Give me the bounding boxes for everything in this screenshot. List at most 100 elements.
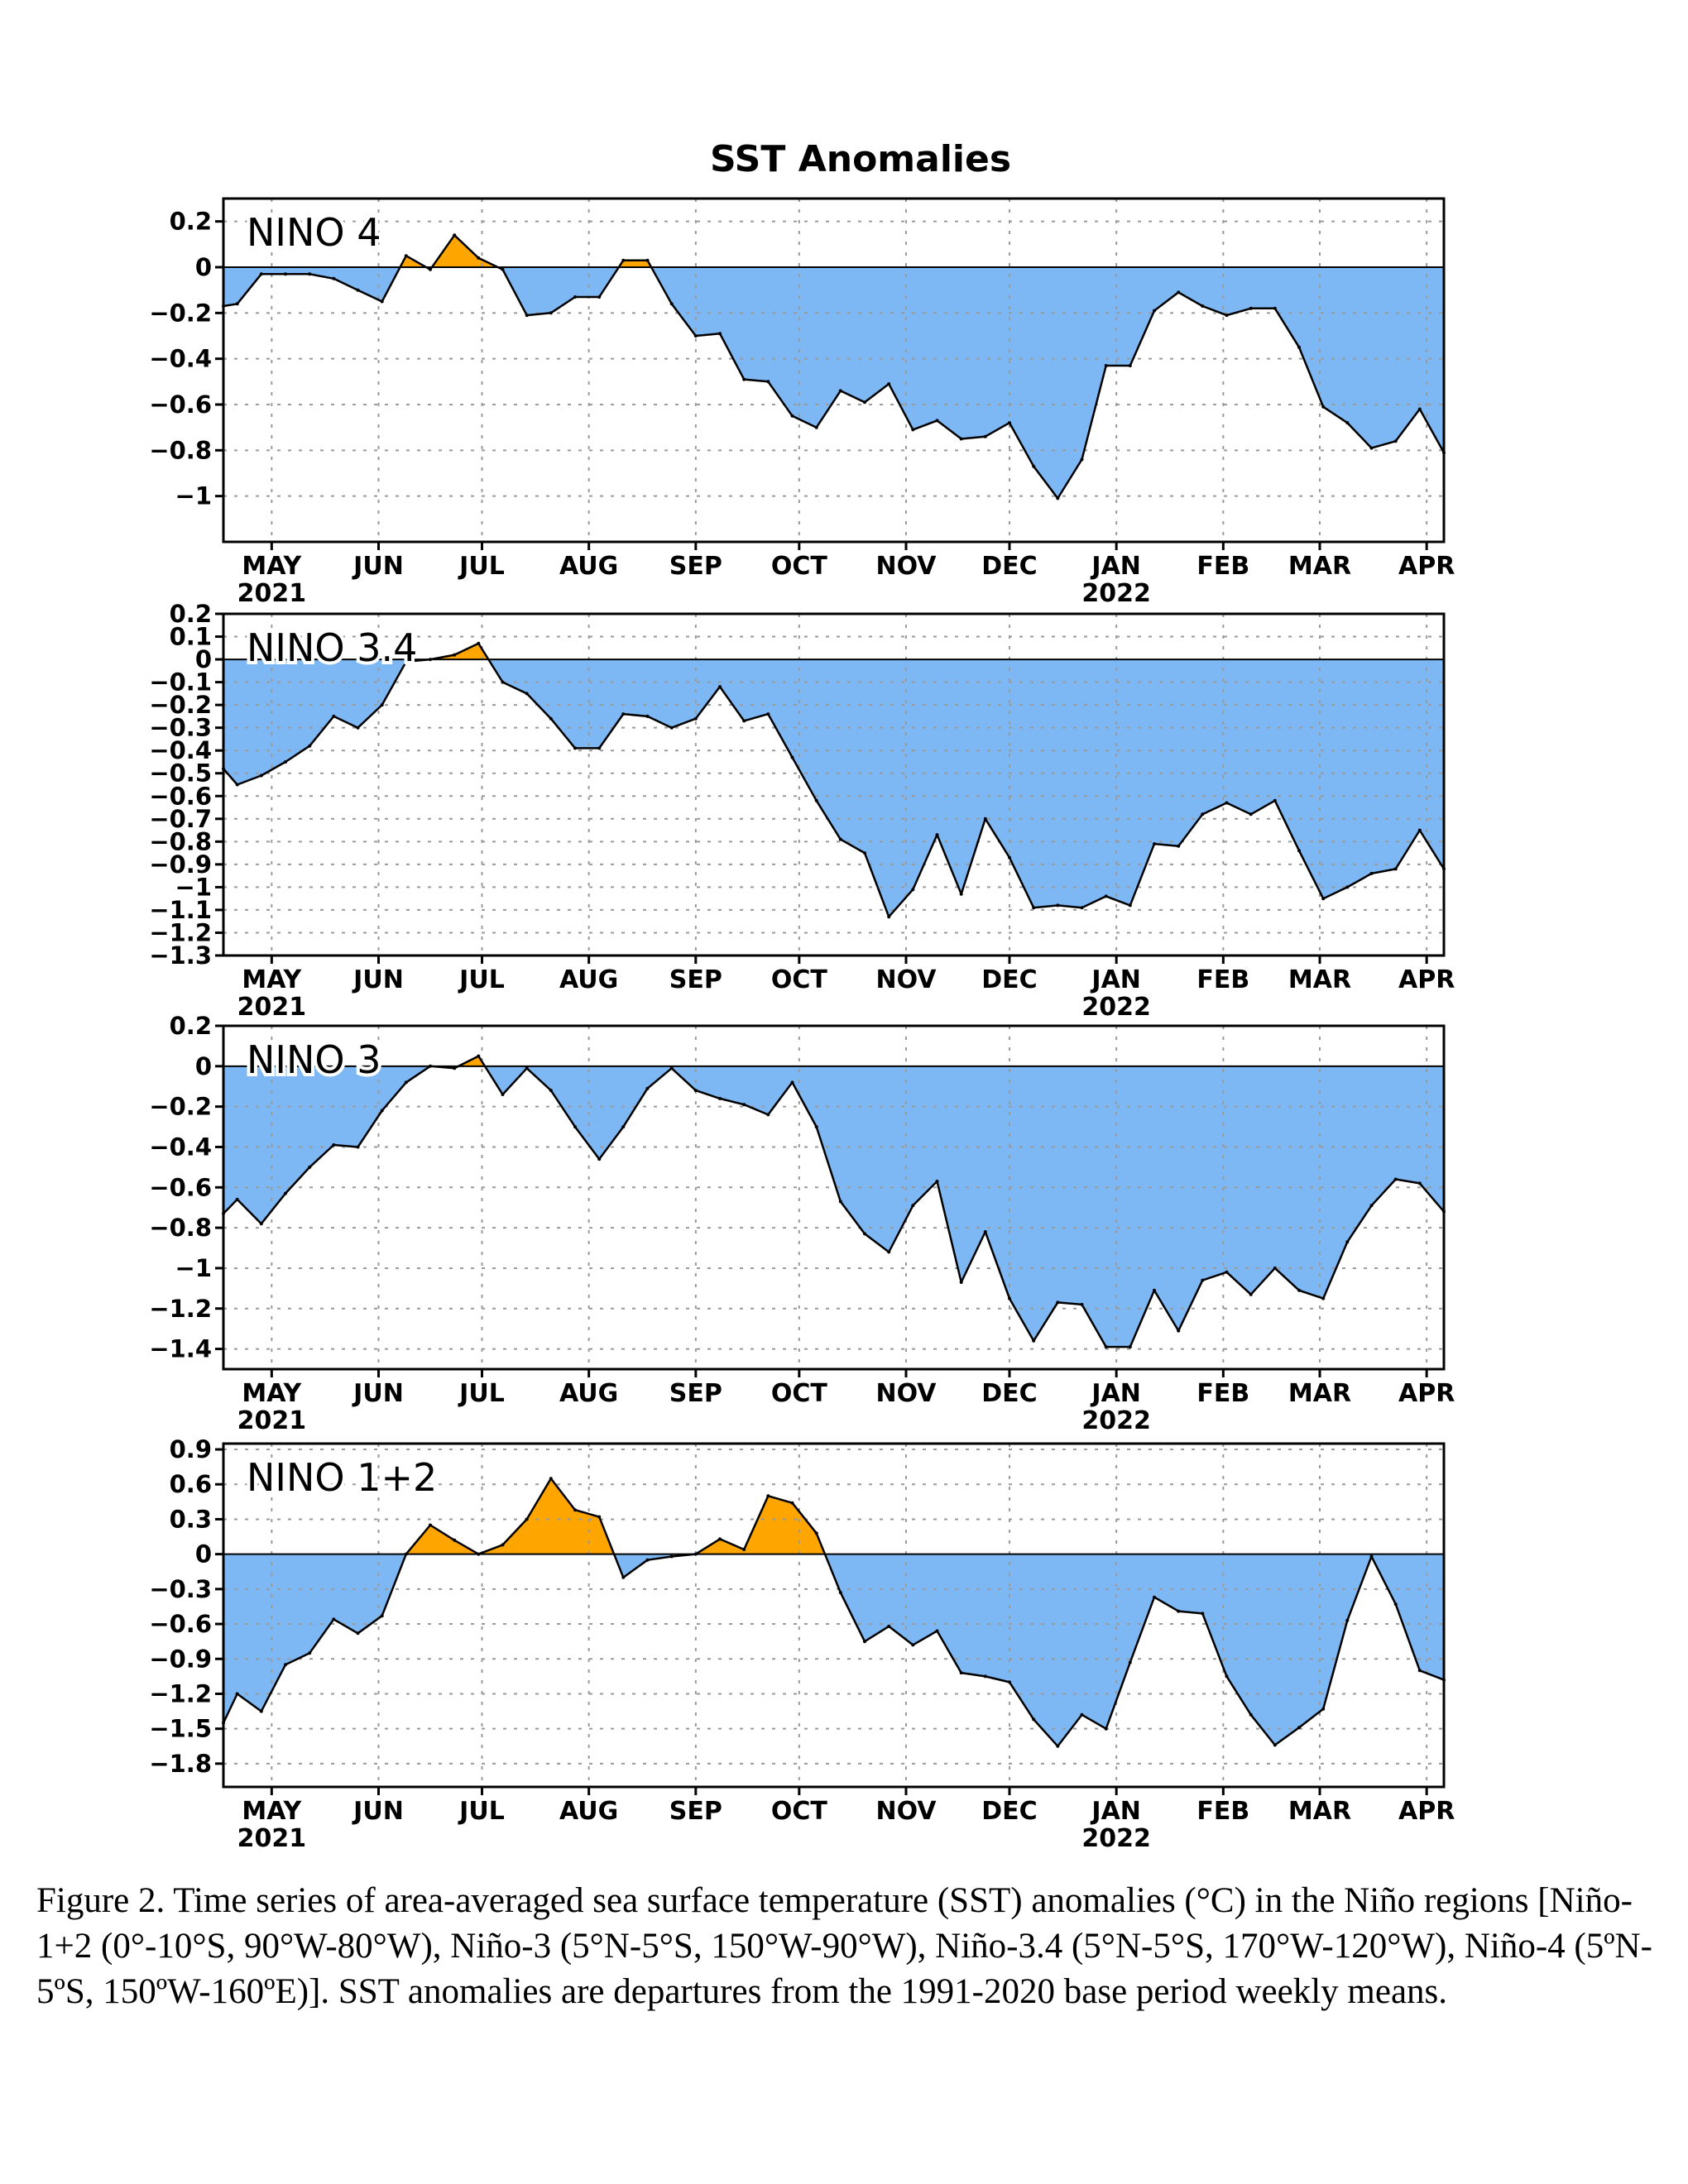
data-point <box>1417 828 1422 832</box>
data-point <box>1008 421 1011 425</box>
data-point <box>1032 906 1036 910</box>
data-point <box>1369 446 1374 450</box>
data-point <box>1273 306 1277 310</box>
data-point <box>790 755 794 759</box>
data-point <box>429 1523 432 1527</box>
data-point <box>380 299 384 304</box>
data-point <box>863 1232 866 1236</box>
data-point <box>1177 290 1181 295</box>
data-point <box>1249 812 1253 817</box>
x-tick-label: DEC <box>981 1379 1037 1408</box>
data-point <box>1080 457 1084 462</box>
data-point <box>887 382 891 386</box>
data-point <box>573 295 577 299</box>
x-tick-label: JUL <box>458 965 505 994</box>
x-tick-label: NOV <box>875 1797 937 1826</box>
y-tick-label: 0 <box>195 645 212 673</box>
y-tick-label: −0.4 <box>149 736 212 764</box>
y-tick-label: 0.6 <box>170 1470 212 1498</box>
data-point <box>1128 1345 1132 1349</box>
data-point <box>669 302 674 306</box>
data-point <box>1321 1296 1326 1300</box>
data-point <box>814 1531 818 1535</box>
data-point <box>477 1054 481 1058</box>
data-point <box>1225 1674 1229 1679</box>
y-tick-label: −1 <box>175 1254 212 1282</box>
data-point <box>573 1125 577 1129</box>
y-tick-label: −1.5 <box>149 1715 212 1743</box>
data-point <box>525 692 529 696</box>
x-tick-label: JUL <box>458 552 505 581</box>
data-point <box>1153 309 1156 313</box>
x-tick-label: SEP <box>669 552 722 581</box>
data-point <box>477 641 481 645</box>
y-tick-label: −0.8 <box>149 1214 212 1242</box>
y-tick-label: 0.3 <box>170 1505 212 1533</box>
data-point <box>453 233 457 237</box>
figure-caption: Figure 2. Time series of area-averaged s… <box>36 1881 1652 2011</box>
positive-anomaly-area <box>223 1478 1444 1554</box>
y-tick-label: −0.6 <box>149 782 212 810</box>
data-point <box>1080 1302 1084 1306</box>
year-label: 2021 <box>237 993 307 1022</box>
x-tick-label: FEB <box>1196 965 1249 994</box>
data-point <box>597 295 602 299</box>
data-point <box>549 716 553 721</box>
year-label: 2021 <box>237 579 307 608</box>
data-point <box>235 1692 239 1696</box>
data-point <box>1321 405 1326 409</box>
plot-frame <box>222 197 1446 544</box>
data-point <box>308 1165 312 1169</box>
data-point <box>718 332 722 336</box>
x-tick-label: MAY <box>242 552 302 581</box>
x-tick-label: OCT <box>771 1379 828 1408</box>
data-point <box>453 1538 457 1542</box>
data-point <box>477 256 481 260</box>
data-point <box>356 288 360 292</box>
data-point <box>1297 1726 1301 1730</box>
x-tick-label: AUG <box>559 965 618 994</box>
data-point <box>284 1191 287 1195</box>
data-point <box>887 1250 891 1254</box>
y-tick-label: −0.2 <box>149 691 212 719</box>
data-point <box>1393 1602 1398 1607</box>
data-point <box>1249 306 1253 310</box>
data-point <box>573 746 577 750</box>
plot-frame <box>222 612 1446 957</box>
y-tick-label: −0.6 <box>149 1610 212 1638</box>
x-tick-label: JUN <box>352 965 404 994</box>
data-point <box>1225 1270 1229 1274</box>
data-point <box>814 1125 818 1129</box>
positive-anomaly-area <box>223 235 1444 267</box>
y-tick-label: −0.4 <box>149 1133 212 1161</box>
data-point <box>284 1663 287 1667</box>
x-tick-label: OCT <box>771 965 828 994</box>
data-point <box>380 1109 384 1113</box>
y-tick-label: 0.2 <box>170 208 212 236</box>
data-point <box>983 1230 987 1233</box>
data-point <box>1128 1660 1132 1664</box>
x-tick-label: DEC <box>981 965 1037 994</box>
data-point <box>1369 1554 1374 1559</box>
data-point <box>1201 1612 1205 1616</box>
data-point <box>814 798 818 802</box>
data-point <box>1153 1288 1156 1292</box>
y-tick-label: −1.2 <box>149 918 212 946</box>
x-tick-label: NOV <box>875 965 937 994</box>
anomaly-line <box>222 1477 1445 1748</box>
anomaly-line <box>223 234 1446 500</box>
y-tick-label: 0.1 <box>170 623 212 651</box>
data-point <box>645 1558 650 1562</box>
data-point <box>959 892 963 896</box>
data-point <box>308 744 312 748</box>
y-tick-label: −1.8 <box>149 1750 212 1778</box>
data-point <box>838 1591 842 1595</box>
data-point <box>621 1575 626 1579</box>
negative-anomaly-area <box>223 1066 1444 1348</box>
y-tick-label: −0.2 <box>149 299 212 327</box>
x-tick-label: APR <box>1398 1379 1455 1408</box>
data-point <box>959 1281 963 1284</box>
y-tick-label: −0.2 <box>149 1093 212 1121</box>
data-point <box>863 400 866 405</box>
data-point <box>429 267 432 271</box>
